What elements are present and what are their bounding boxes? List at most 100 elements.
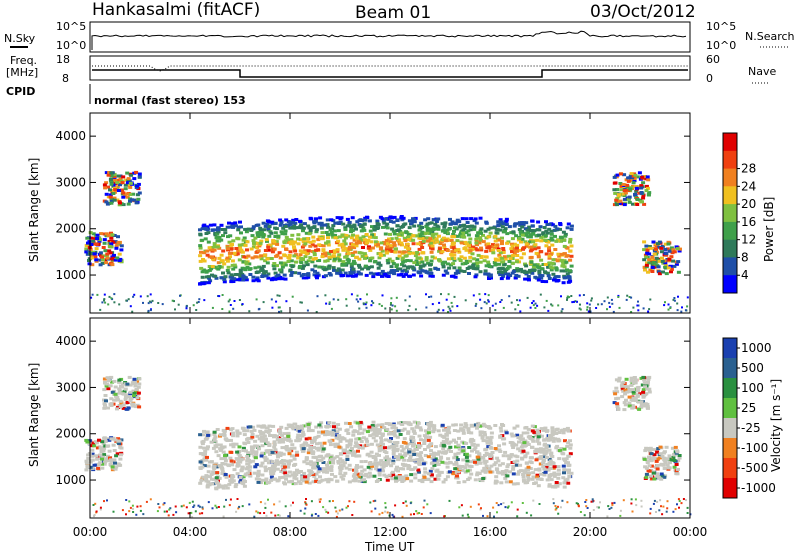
echo-cell xyxy=(383,456,388,460)
echo-cell xyxy=(495,468,500,472)
echo-cell xyxy=(665,463,670,467)
echo-cell xyxy=(394,444,399,448)
echo-cell xyxy=(472,448,477,451)
echo-cell xyxy=(303,249,308,253)
echo-cell xyxy=(282,459,287,463)
echo-cell xyxy=(306,309,309,312)
echo-cell xyxy=(368,248,373,252)
echo-cell xyxy=(240,467,245,471)
echo-cell xyxy=(534,458,539,462)
nave-label: Nave xyxy=(748,65,776,78)
echo-cell xyxy=(425,226,430,230)
echo-cell xyxy=(368,434,373,438)
echo-cell xyxy=(197,301,200,303)
echo-cell xyxy=(458,259,463,262)
echo-cell xyxy=(333,475,338,479)
echo-cell xyxy=(201,224,206,228)
echo-cell xyxy=(309,217,314,221)
echo-cell xyxy=(379,241,384,245)
echo-cell xyxy=(568,249,573,253)
echo-cell xyxy=(206,433,211,437)
echo-cell xyxy=(657,272,662,276)
echo-cell xyxy=(548,434,552,437)
echo-cell xyxy=(612,310,615,313)
echo-cell xyxy=(390,426,395,430)
echo-cell xyxy=(102,402,107,406)
echo-cell xyxy=(84,462,89,465)
echo-cell xyxy=(342,239,347,243)
echo-cell xyxy=(426,438,431,442)
echo-cell xyxy=(555,259,560,263)
echo-cell xyxy=(563,234,568,238)
echo-cell xyxy=(646,193,651,197)
echo-cell xyxy=(326,432,331,436)
echo-cell xyxy=(214,276,219,280)
echo-cell xyxy=(631,181,636,185)
echo-cell xyxy=(265,426,270,430)
echo-cell xyxy=(501,247,506,250)
echo-cell xyxy=(436,267,441,271)
echo-cell xyxy=(483,269,488,273)
echo-cell xyxy=(192,304,195,307)
echo-cell xyxy=(552,465,557,469)
echo-cell xyxy=(325,470,330,474)
echo-cell xyxy=(419,274,424,278)
echo-cell xyxy=(422,263,427,267)
echo-cell xyxy=(484,221,489,225)
echo-cell xyxy=(275,467,280,471)
echo-cell xyxy=(665,457,670,461)
echo-cell xyxy=(544,450,549,454)
echo-cell xyxy=(101,258,105,262)
echo-cell xyxy=(358,241,363,245)
echo-cell xyxy=(324,231,329,234)
echo-cell xyxy=(345,428,350,432)
echo-cell xyxy=(239,225,243,229)
echo-cell xyxy=(419,451,424,455)
echo-cell xyxy=(383,464,388,467)
echo-cell xyxy=(495,502,498,504)
echo-cell xyxy=(547,238,551,242)
echo-cell xyxy=(436,227,441,231)
echo-cell xyxy=(445,430,450,434)
echo-cell xyxy=(106,387,111,391)
echo-cell xyxy=(403,239,408,242)
power-xticks xyxy=(89,113,691,313)
echo-cell xyxy=(493,246,497,250)
echo-cell xyxy=(221,308,224,310)
echo-cell xyxy=(350,254,355,257)
echo-cell xyxy=(475,267,480,271)
echo-cell xyxy=(671,259,676,263)
echo-cell xyxy=(389,303,392,306)
echo-cell xyxy=(469,423,474,427)
echo-cell xyxy=(291,295,294,298)
echo-cell xyxy=(401,274,406,278)
echo-cell xyxy=(478,216,483,220)
echo-cell xyxy=(210,256,215,259)
echo-cell xyxy=(373,240,378,244)
echo-cell xyxy=(430,234,435,238)
echo-cell xyxy=(312,474,317,478)
echo-cell xyxy=(515,267,520,271)
echo-cell xyxy=(408,304,411,307)
echo-cell xyxy=(116,174,121,178)
echo-cell xyxy=(620,202,625,206)
echo-cell xyxy=(489,453,494,457)
echo-cell xyxy=(437,470,442,474)
echo-cell xyxy=(420,260,425,264)
echo-cell xyxy=(194,510,197,513)
echo-cell xyxy=(228,225,233,229)
echo-cell xyxy=(275,253,280,257)
echo-cell xyxy=(268,449,273,452)
echo-cell xyxy=(234,483,239,486)
echo-cell xyxy=(256,474,260,478)
echo-cell xyxy=(396,458,401,462)
echo-cell xyxy=(660,244,665,248)
echo-cell xyxy=(254,477,259,481)
echo-cell xyxy=(389,237,394,241)
echo-cell xyxy=(256,249,261,253)
echo-cell xyxy=(227,300,230,303)
echo-cell xyxy=(250,234,255,238)
echo-cell xyxy=(686,305,689,308)
echo-cell xyxy=(404,445,409,449)
echo-cell xyxy=(205,431,210,435)
